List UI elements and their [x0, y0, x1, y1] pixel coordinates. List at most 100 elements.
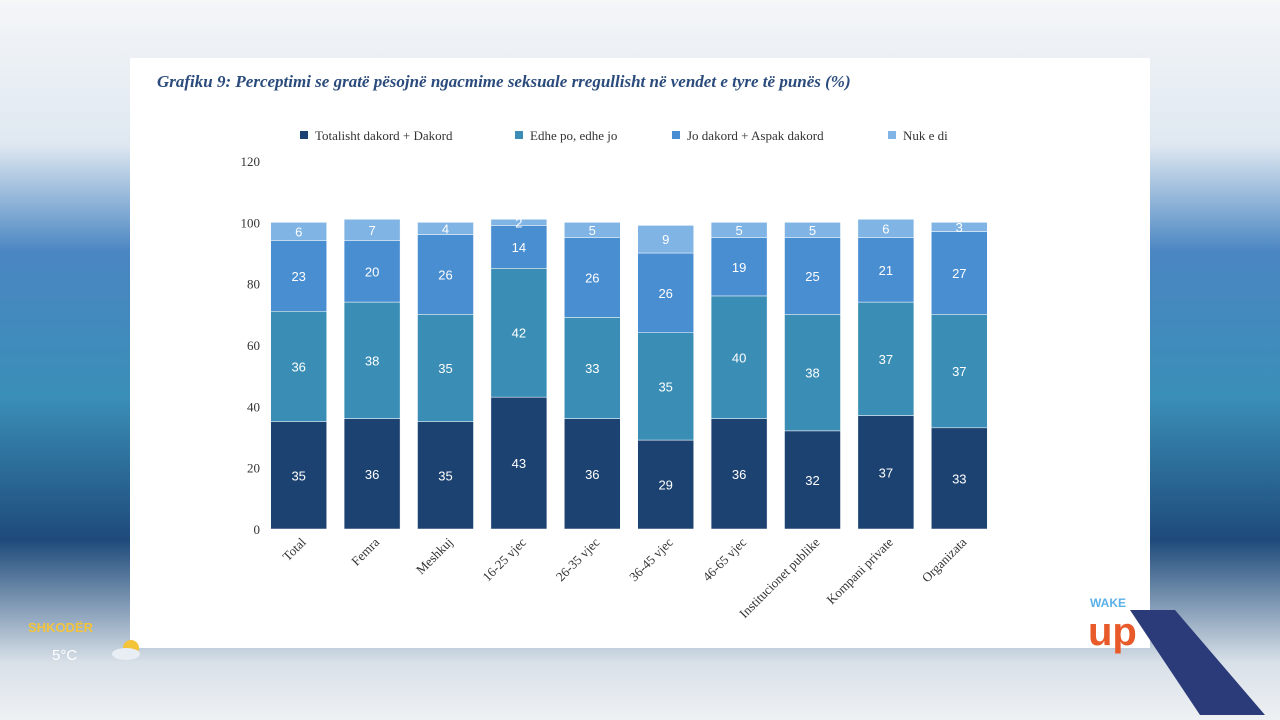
legend-label: Nuk e di [903, 128, 948, 143]
bar-segment [343, 301, 401, 419]
bar-segment [857, 415, 915, 530]
bar-segment [784, 314, 841, 432]
chart-title: Grafiku 9: Perceptimi se gratë pësojnë n… [157, 72, 851, 91]
city-name: SHKODËR [28, 620, 94, 635]
legend-swatch [300, 131, 308, 139]
bar-segment [490, 225, 548, 269]
bar-segment [490, 396, 548, 530]
value-label: 29 [658, 478, 672, 493]
value-label: 25 [805, 269, 819, 284]
bar-segment [417, 234, 474, 315]
bar-segment [564, 222, 621, 238]
bar-segment [931, 222, 988, 232]
bar-segment [637, 332, 694, 441]
value-label: 7 [368, 223, 375, 238]
value-label: 40 [732, 350, 746, 365]
value-label: 26 [438, 267, 452, 282]
legend-swatch [515, 131, 523, 139]
y-tick-label: 20 [247, 461, 260, 476]
legend-swatch [888, 131, 896, 139]
legend-swatch [672, 131, 680, 139]
value-label: 36 [365, 467, 379, 482]
bar-segment [784, 237, 841, 315]
bar-segment [710, 222, 768, 238]
value-label: 14 [512, 240, 526, 255]
value-label: 35 [438, 468, 452, 483]
y-tick-label: 100 [241, 215, 261, 230]
bar-segment [637, 252, 694, 333]
value-label: 38 [805, 366, 819, 381]
y-tick-label: 40 [247, 399, 260, 414]
bar-segment [270, 421, 327, 530]
value-label: 3 [956, 220, 963, 235]
value-label: 35 [438, 361, 452, 376]
bar-segment [270, 311, 327, 422]
value-label: 26 [658, 286, 672, 301]
value-label: 6 [882, 221, 889, 236]
bar-segment [931, 314, 988, 429]
bar-segment [637, 225, 694, 254]
value-label: 38 [365, 353, 379, 368]
value-label: 32 [805, 473, 819, 488]
value-label: 42 [512, 326, 526, 341]
bar-segment [417, 314, 474, 422]
y-tick-label: 60 [247, 338, 260, 353]
value-label: 5 [589, 223, 596, 238]
bar-segment [931, 427, 988, 530]
bar-segment [710, 237, 768, 297]
value-label: 19 [732, 260, 746, 275]
bar-segment [857, 237, 915, 303]
bar-segment [784, 222, 841, 238]
value-label: 27 [952, 266, 966, 281]
value-label: 37 [879, 465, 893, 480]
value-label: 23 [291, 269, 305, 284]
y-tick-label: 120 [241, 154, 261, 169]
bar-segment [270, 222, 327, 241]
value-label: 4 [442, 221, 449, 236]
bar-segment [490, 268, 548, 398]
logo-text: WAKE [1090, 596, 1126, 610]
value-label: 36 [585, 467, 599, 482]
bar-segment [931, 231, 988, 315]
legend-label: Jo dakord + Aspak dakord [687, 128, 824, 143]
bar-segment [417, 421, 474, 530]
weather-icon [112, 648, 140, 660]
bar-segment [710, 418, 768, 530]
value-label: 2 [515, 215, 522, 230]
y-tick-label: 0 [254, 522, 261, 537]
bar-segment [784, 430, 841, 530]
bar-segment [637, 439, 694, 530]
bar-segment [857, 219, 915, 238]
value-label: 26 [585, 271, 599, 286]
value-label: 33 [585, 361, 599, 376]
value-label: 35 [291, 468, 305, 483]
value-label: 5 [809, 223, 816, 238]
bar-segment [417, 222, 474, 235]
bar-segment [490, 219, 548, 226]
legend-label: Edhe po, edhe jo [530, 128, 617, 143]
bar-segment [343, 219, 401, 241]
bar-segment [270, 240, 327, 312]
value-label: 35 [658, 379, 672, 394]
logo-text: up [1088, 610, 1137, 654]
bar-segment [857, 301, 915, 416]
value-label: 5 [735, 223, 742, 238]
y-tick-label: 80 [247, 277, 260, 292]
bar-segment [564, 317, 621, 419]
value-label: 6 [295, 225, 302, 240]
logo-ribbon [1130, 610, 1265, 715]
temperature: 5°C [52, 647, 77, 664]
value-label: 37 [952, 364, 966, 379]
bar-segment [710, 295, 768, 419]
value-label: 36 [732, 467, 746, 482]
value-label: 36 [291, 359, 305, 374]
value-label: 37 [879, 352, 893, 367]
value-label: 21 [879, 263, 893, 278]
bar-segment [564, 418, 621, 530]
bar-segment [343, 240, 401, 303]
value-label: 9 [662, 232, 669, 247]
value-label: 33 [952, 471, 966, 486]
value-label: 20 [365, 264, 379, 279]
